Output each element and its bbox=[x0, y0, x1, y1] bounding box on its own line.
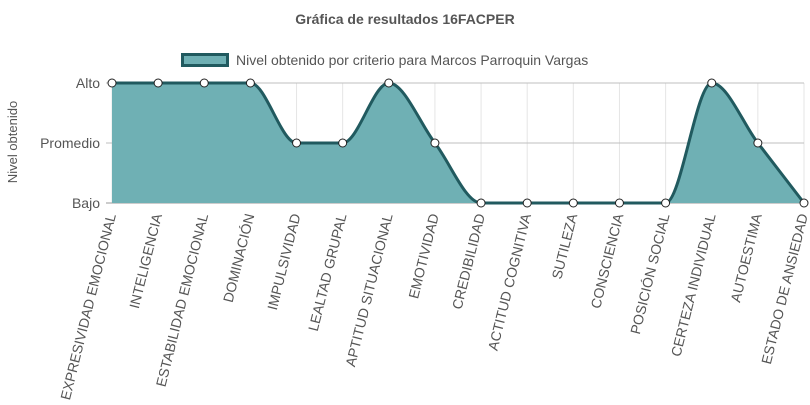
x-tick-label: INTELIGENCIA bbox=[126, 211, 165, 310]
chart-title: Gráfica de resultados 16FACPER bbox=[295, 11, 515, 27]
x-tick-label: IMPULSIVIDAD bbox=[264, 212, 303, 312]
data-point[interactable] bbox=[245, 78, 255, 88]
data-point[interactable] bbox=[568, 198, 578, 208]
y-axis-ticks: Bajo Promedio Alto bbox=[40, 75, 100, 211]
legend-label: Nivel obtenido por criterio para Marcos … bbox=[236, 52, 589, 68]
y-tick-label: Alto bbox=[76, 75, 100, 91]
x-tick-label: ESTADO DE ANSIEDAD bbox=[758, 212, 810, 366]
legend[interactable]: Nivel obtenido por criterio para Marcos … bbox=[181, 52, 588, 68]
x-tick-label: ESTABILIDAD EMOCIONAL bbox=[153, 212, 212, 389]
data-point[interactable] bbox=[384, 78, 394, 88]
x-tick-label: LEALTAD GRUPAL bbox=[305, 212, 350, 333]
data-point[interactable] bbox=[107, 78, 117, 88]
x-tick-label: CERTEZA INDIVIDUAL bbox=[668, 212, 719, 358]
data-point[interactable] bbox=[799, 198, 809, 208]
data-point[interactable] bbox=[522, 198, 532, 208]
legend-swatch bbox=[181, 53, 229, 67]
x-tick-label: SUTILEZA bbox=[549, 211, 581, 280]
data-point[interactable] bbox=[199, 78, 209, 88]
x-tick-label: EMOTIVIDAD bbox=[405, 212, 442, 300]
x-tick-label: ACTITUD COGNITIVA bbox=[485, 211, 535, 352]
data-point[interactable] bbox=[661, 198, 671, 208]
y-tick-label: Bajo bbox=[72, 195, 100, 211]
data-point[interactable] bbox=[338, 138, 348, 148]
data-point[interactable] bbox=[707, 78, 717, 88]
data-point[interactable] bbox=[153, 78, 163, 88]
x-tick-label: APTITUD SITUACIONAL bbox=[342, 212, 396, 369]
x-axis-ticks: EXPRESIVIDAD EMOCIONAL INTELIGENCIAESTABI… bbox=[57, 211, 810, 401]
data-point[interactable] bbox=[753, 138, 763, 148]
x-tick-label: AUTOESTIMA bbox=[727, 211, 765, 304]
data-point[interactable] bbox=[430, 138, 440, 148]
y-tick-label: Promedio bbox=[40, 135, 100, 151]
series-line bbox=[112, 81, 806, 205]
data-points bbox=[107, 78, 809, 208]
x-tick-label: CREDIBILIDAD bbox=[449, 212, 488, 311]
data-point[interactable] bbox=[292, 138, 302, 148]
x-tick-label: POSICIÓN SOCIAL bbox=[627, 212, 673, 336]
data-point[interactable] bbox=[476, 198, 486, 208]
x-tick-label: DOMINACIÓN bbox=[220, 212, 258, 304]
x-tick-label: CONSCIENCIA bbox=[587, 211, 626, 310]
data-point[interactable] bbox=[614, 198, 624, 208]
x-tick-label: EXPRESIVIDAD EMOCIONAL bbox=[57, 212, 119, 402]
y-axis-title: Nivel obtenido bbox=[5, 101, 20, 183]
series-area bbox=[112, 83, 804, 203]
